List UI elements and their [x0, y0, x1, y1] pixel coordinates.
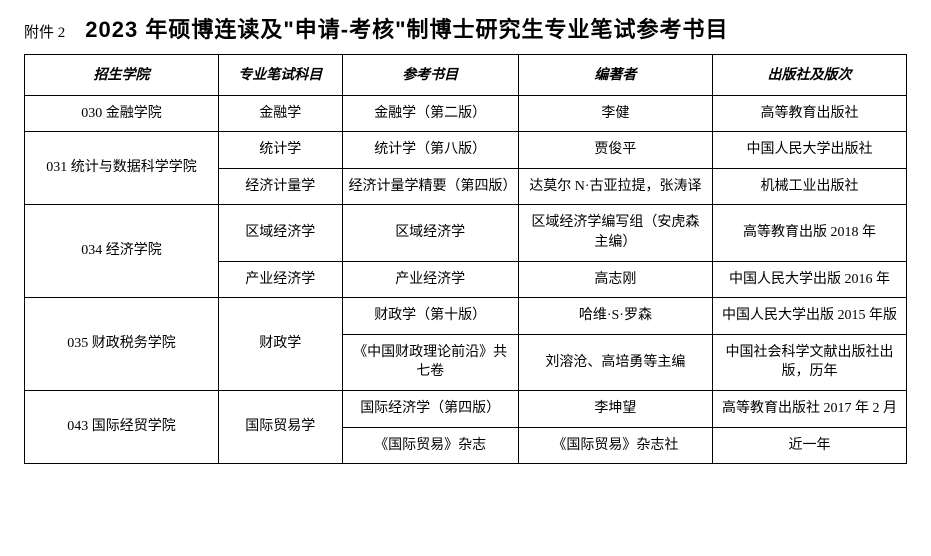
cell-author: 高志刚 [518, 261, 712, 298]
cell-book: 国际经济学（第四版） [342, 390, 518, 427]
col-header-subject: 专业笔试科目 [219, 55, 342, 96]
cell-book: 统计学（第八版） [342, 132, 518, 169]
col-header-book: 参考书目 [342, 55, 518, 96]
table-header-row: 招生学院 专业笔试科目 参考书目 编著者 出版社及版次 [25, 55, 907, 96]
cell-author: 刘溶沧、高培勇等主编 [518, 334, 712, 390]
cell-book: 《国际贸易》杂志 [342, 427, 518, 464]
cell-college: 035 财政税务学院 [25, 298, 219, 391]
main-title: 2023 年硕博连读及"申请-考核"制博士研究生专业笔试参考书目 [85, 12, 728, 44]
reference-table: 招生学院 专业笔试科目 参考书目 编著者 出版社及版次 030 金融学院金融学金… [24, 54, 907, 464]
cell-subject: 区域经济学 [219, 205, 342, 261]
cell-author: 哈维·S·罗森 [518, 298, 712, 335]
cell-subject: 金融学 [219, 95, 342, 132]
cell-book: 金融学（第二版） [342, 95, 518, 132]
cell-book: 《中国财政理论前沿》共七卷 [342, 334, 518, 390]
table-row: 031 统计与数据科学学院统计学统计学（第八版）贾俊平中国人民大学出版社 [25, 132, 907, 169]
cell-author: 区域经济学编写组（安虎森主编） [518, 205, 712, 261]
cell-publisher: 高等教育出版社 [712, 95, 906, 132]
header-row: 附件 2 2023 年硕博连读及"申请-考核"制博士研究生专业笔试参考书目 [24, 12, 907, 44]
cell-subject: 统计学 [219, 132, 342, 169]
cell-author: 李坤望 [518, 390, 712, 427]
table-row: 035 财政税务学院财政学财政学（第十版）哈维·S·罗森中国人民大学出版 201… [25, 298, 907, 335]
table-row: 043 国际经贸学院国际贸易学国际经济学（第四版）李坤望高等教育出版社 2017… [25, 390, 907, 427]
cell-author: 李健 [518, 95, 712, 132]
cell-publisher: 高等教育出版社 2017 年 2 月 [712, 390, 906, 427]
cell-publisher: 中国人民大学出版 2015 年版 [712, 298, 906, 335]
col-header-college: 招生学院 [25, 55, 219, 96]
table-row: 034 经济学院区域经济学区域经济学区域经济学编写组（安虎森主编）高等教育出版 … [25, 205, 907, 261]
cell-book: 产业经济学 [342, 261, 518, 298]
table-row: 030 金融学院金融学金融学（第二版）李健高等教育出版社 [25, 95, 907, 132]
cell-publisher: 高等教育出版 2018 年 [712, 205, 906, 261]
cell-publisher: 近一年 [712, 427, 906, 464]
cell-subject: 经济计量学 [219, 168, 342, 205]
cell-subject: 财政学 [219, 298, 342, 391]
col-header-publisher: 出版社及版次 [712, 55, 906, 96]
cell-author: 《国际贸易》杂志社 [518, 427, 712, 464]
cell-publisher: 机械工业出版社 [712, 168, 906, 205]
cell-publisher: 中国社会科学文献出版社出版，历年 [712, 334, 906, 390]
cell-college: 034 经济学院 [25, 205, 219, 298]
cell-subject: 产业经济学 [219, 261, 342, 298]
cell-author: 贾俊平 [518, 132, 712, 169]
attachment-label: 附件 2 [24, 21, 65, 42]
cell-college: 031 统计与数据科学学院 [25, 132, 219, 205]
col-header-author: 编著者 [518, 55, 712, 96]
cell-publisher: 中国人民大学出版 2016 年 [712, 261, 906, 298]
cell-college: 043 国际经贸学院 [25, 390, 219, 463]
cell-book: 财政学（第十版） [342, 298, 518, 335]
cell-author: 达莫尔 N·古亚拉提，张涛译 [518, 168, 712, 205]
cell-subject: 国际贸易学 [219, 390, 342, 463]
cell-college: 030 金融学院 [25, 95, 219, 132]
cell-publisher: 中国人民大学出版社 [712, 132, 906, 169]
cell-book: 区域经济学 [342, 205, 518, 261]
cell-book: 经济计量学精要（第四版） [342, 168, 518, 205]
